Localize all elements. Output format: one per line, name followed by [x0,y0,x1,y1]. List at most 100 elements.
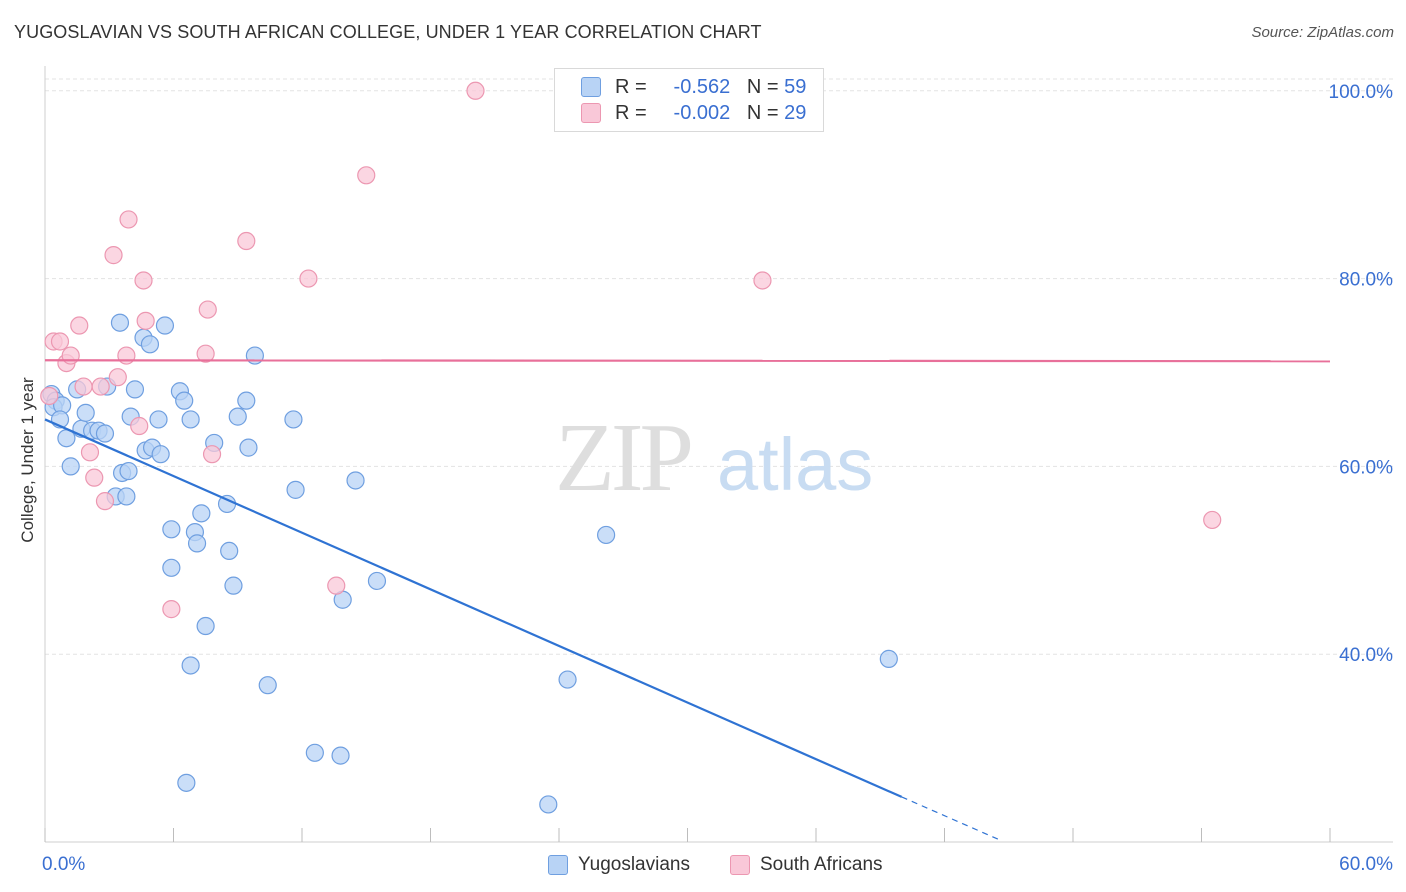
south-african-point [40,386,59,406]
south-african-point [162,600,181,619]
yugoslavian-point [597,525,616,545]
yugoslavian-point [61,457,80,476]
x-tick-label: 60.0% [1339,854,1393,875]
yugoslavian-point [224,576,243,595]
yugoslavian-point [110,313,130,332]
legend-r-label: R = [615,75,647,98]
yugoslavian-point [181,656,200,675]
y-tick-label: 60.0% [1339,457,1393,478]
watermark-zip: ZIP [555,404,690,512]
watermark-atlas: atlas [717,423,873,506]
watermark: ZIP atlas [555,404,873,512]
south-african-trend-line [44,359,1331,363]
yugoslavian-point [331,746,350,765]
south-african-point [50,332,70,351]
yugoslavian-point [125,380,145,399]
chart-title: YUGOSLAVIAN VS SOUTH AFRICAN COLLEGE, UN… [14,22,762,42]
points-layer [40,81,1222,814]
yugoslavian-point [220,541,239,561]
south-african-point [95,492,115,511]
yugoslavian-point [155,316,175,335]
label-layer: 40.0% 60.0% 80.0% 100.0% 0.0% 60.0% [42,82,1393,875]
yugoslavian-point [258,676,277,695]
yugoslavian-point [181,410,200,429]
legend-swatch-blue [581,77,601,97]
yugoslavian-point [284,410,303,429]
yugoslavian-point [95,424,115,443]
yugoslavian-point [175,391,194,410]
south-african-point [753,271,772,290]
bottom-legend-swatch-pink [730,855,750,875]
legend-n-value: 59 [784,75,807,98]
yugoslavian-point [286,480,305,499]
south-african-point [1203,510,1222,530]
south-african-point [130,416,149,436]
bottom-legend-swatch-blue [548,855,568,875]
south-african-point [237,231,256,251]
legend-r-value: -0.562 [673,75,731,98]
south-african-point [108,368,127,387]
yugoslavian-point [367,571,387,591]
legend-r-value: -0.002 [673,101,731,124]
yugoslavian-point [237,391,256,410]
yugoslavian-point [162,520,181,539]
legend-swatch-pink [581,103,601,123]
south-african-point [80,443,100,462]
yugoslavian-point [192,504,211,523]
source-label: Source: ZipAtlas.com [1251,24,1394,41]
south-african-point [70,316,89,335]
yugoslavian-point [539,795,558,814]
south-african-point [134,271,153,290]
bottom-legend-label: South Africans [760,854,883,875]
legend-n-label: N = [746,101,779,124]
south-african-point [466,81,485,100]
yugoslavian-point [879,649,898,668]
yugoslavian-point [305,743,324,762]
axis-layer [44,66,1393,843]
south-african-point [198,300,217,319]
legend-n-value: 29 [784,101,807,124]
trend-layer [44,359,1331,840]
bottom-legend-south-africans: South Africans [730,852,883,878]
grid-layer [45,78,1393,655]
yugoslavian-point [187,534,207,553]
y-tick-label: 100.0% [1329,82,1394,103]
yugoslavian-point [162,558,181,577]
south-african-point [327,576,346,595]
south-african-point [357,166,376,185]
yugoslavian-point [558,670,577,689]
south-african-point [104,246,123,265]
legend-row-south-africans: R = -0.002 N = 29 [581,101,806,125]
south-african-point [196,344,215,363]
south-african-point [74,377,93,396]
yugoslavian-point [140,335,160,354]
bottom-legend-yugoslavians: Yugoslavians [548,852,690,878]
yugoslavian-point [196,616,215,636]
south-african-point [61,346,80,365]
south-african-point [85,468,104,487]
yugoslavian-point [117,487,136,506]
yugoslavian-trend-line [44,418,903,798]
south-african-point [136,311,155,330]
yugoslavian-trend-extension [901,796,999,840]
legend-row-yugoslavians: R = -0.562 N = 59 [581,75,806,99]
y-axis-label: College, Under 1 year [18,377,37,543]
yugoslavian-point [177,773,196,792]
yugoslavian-point [76,403,95,422]
south-african-point [119,210,138,229]
y-tick-label: 40.0% [1339,645,1393,666]
yugoslavian-point [149,410,168,429]
stats-legend: R = -0.562 N = 59 R = -0.002 N = 29 [554,68,824,132]
yugoslavian-point [119,461,138,481]
yugoslavian-point [228,407,247,426]
south-african-point [91,377,110,396]
legend-n-label: N = [746,75,779,98]
south-african-point [202,445,222,464]
yugoslavian-point [239,438,258,457]
bottom-legend-label: Yugoslavians [578,854,690,875]
legend-r-label: R = [615,101,647,124]
yugoslavian-point [346,471,365,490]
y-tick-label: 80.0% [1339,270,1393,291]
south-african-point [117,346,136,365]
